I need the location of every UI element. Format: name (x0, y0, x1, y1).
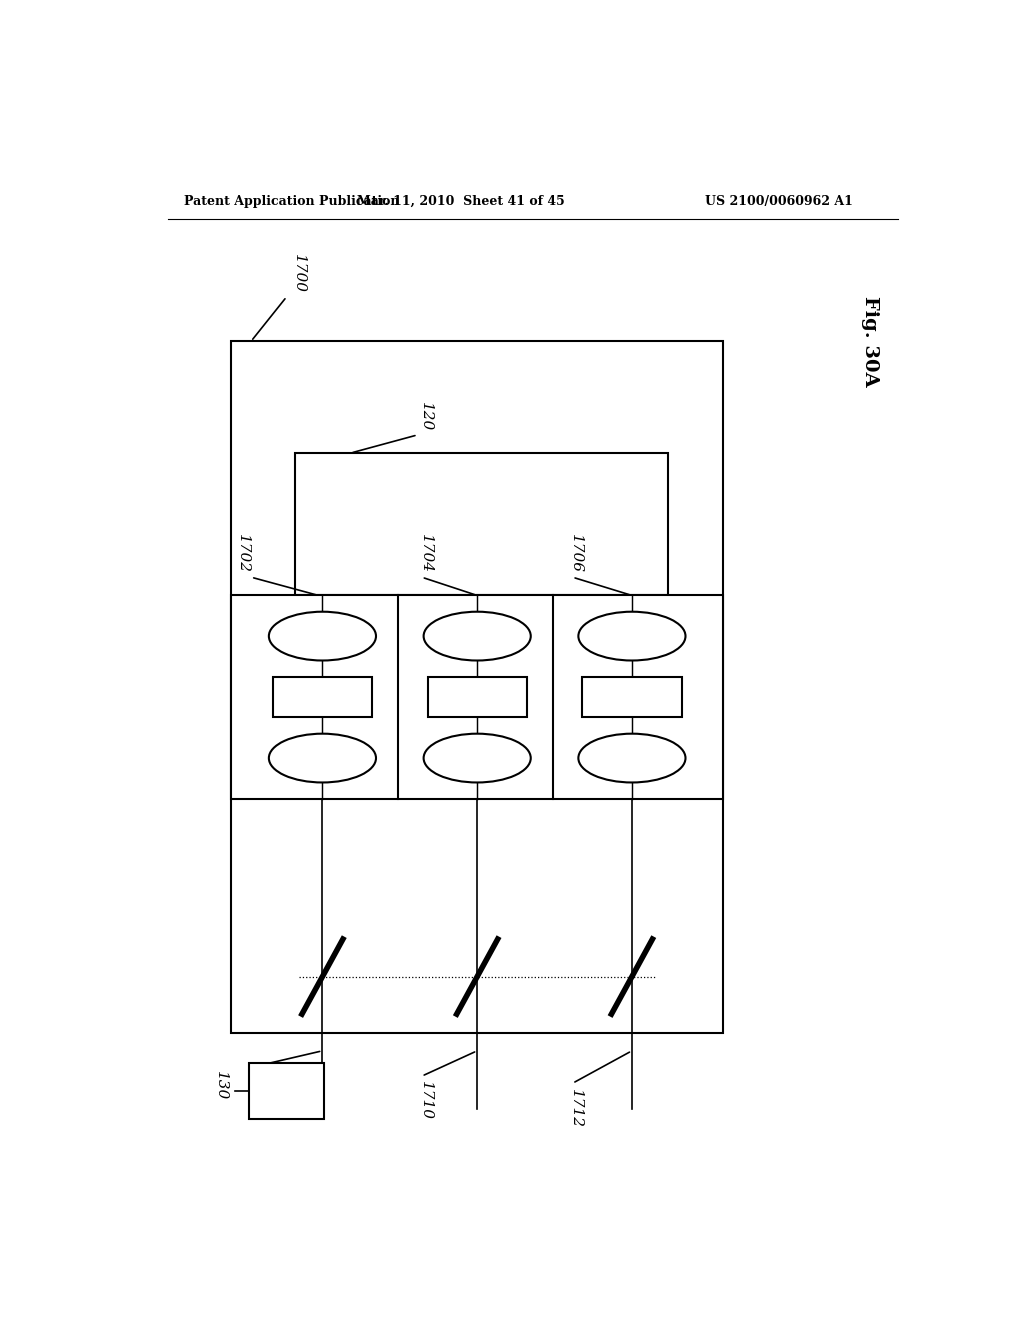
Text: 120: 120 (419, 401, 432, 430)
Text: 1702: 1702 (237, 535, 250, 573)
Text: 1700: 1700 (292, 253, 305, 293)
Bar (272, 677, 372, 718)
Text: 1706: 1706 (569, 535, 584, 573)
Bar (295, 453, 668, 595)
Bar (583, 677, 682, 718)
Ellipse shape (579, 734, 685, 783)
Text: 1708: 1708 (244, 1071, 258, 1110)
Text: 130: 130 (214, 1071, 228, 1100)
Ellipse shape (579, 611, 685, 660)
Text: US 2100/0060962 A1: US 2100/0060962 A1 (705, 194, 853, 207)
Ellipse shape (269, 611, 376, 660)
Text: 1712: 1712 (569, 1089, 584, 1129)
Text: 1710: 1710 (419, 1081, 432, 1121)
Text: 1704: 1704 (419, 535, 432, 573)
Ellipse shape (424, 734, 530, 783)
Text: Mar. 11, 2010  Sheet 41 of 45: Mar. 11, 2010 Sheet 41 of 45 (357, 194, 565, 207)
Bar (249, 1063, 325, 1119)
Bar (428, 677, 526, 718)
Ellipse shape (269, 734, 376, 783)
Text: Fig. 30A: Fig. 30A (861, 296, 879, 387)
Bar (231, 342, 723, 1032)
Text: Patent Application Publication: Patent Application Publication (183, 194, 399, 207)
Bar (231, 595, 723, 799)
Ellipse shape (424, 611, 530, 660)
